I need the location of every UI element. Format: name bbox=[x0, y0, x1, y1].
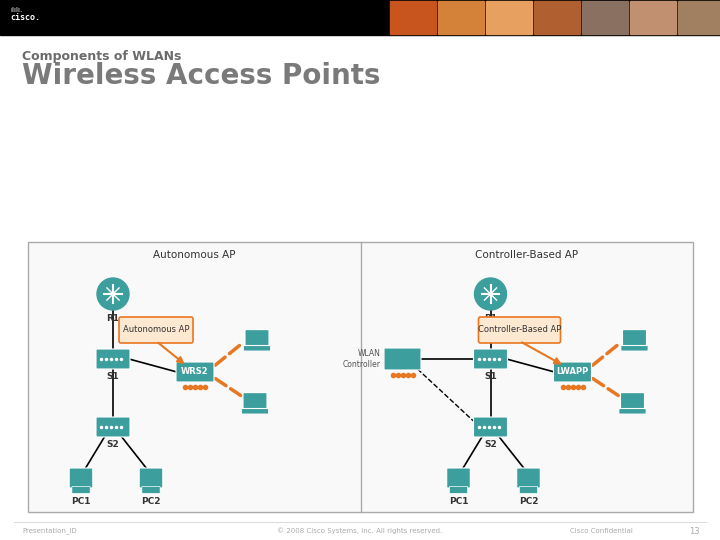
FancyBboxPatch shape bbox=[243, 346, 271, 351]
Bar bbox=[582, 1, 628, 34]
FancyBboxPatch shape bbox=[245, 329, 269, 347]
Text: ılılı.: ılılı. bbox=[10, 7, 22, 13]
Text: Autonomous AP: Autonomous AP bbox=[153, 250, 235, 260]
Text: WRS2: WRS2 bbox=[181, 368, 209, 376]
FancyBboxPatch shape bbox=[517, 468, 540, 488]
Bar bbox=[486, 1, 532, 34]
Text: PC2: PC2 bbox=[141, 497, 161, 506]
FancyBboxPatch shape bbox=[139, 468, 163, 488]
FancyBboxPatch shape bbox=[96, 349, 130, 369]
Text: Wireless Access Points: Wireless Access Points bbox=[22, 62, 380, 90]
FancyBboxPatch shape bbox=[241, 408, 269, 414]
FancyBboxPatch shape bbox=[618, 408, 647, 414]
FancyBboxPatch shape bbox=[384, 348, 421, 370]
Text: PC1: PC1 bbox=[71, 497, 91, 506]
Bar bbox=[534, 1, 580, 34]
Text: PC1: PC1 bbox=[449, 497, 468, 506]
Text: WLAN
Controller: WLAN Controller bbox=[343, 349, 381, 369]
FancyBboxPatch shape bbox=[621, 346, 648, 351]
Text: PC2: PC2 bbox=[518, 497, 539, 506]
Bar bbox=[0, 0, 720, 35]
FancyBboxPatch shape bbox=[474, 349, 508, 369]
Text: Presentation_ID: Presentation_ID bbox=[22, 528, 76, 535]
FancyBboxPatch shape bbox=[96, 417, 130, 437]
Text: Controller-Based AP: Controller-Based AP bbox=[475, 250, 578, 260]
FancyBboxPatch shape bbox=[69, 468, 93, 488]
Text: R1: R1 bbox=[107, 314, 120, 323]
FancyBboxPatch shape bbox=[446, 468, 470, 488]
FancyBboxPatch shape bbox=[72, 487, 90, 494]
Text: © 2008 Cisco Systems, Inc. All rights reserved.: © 2008 Cisco Systems, Inc. All rights re… bbox=[277, 528, 443, 535]
FancyBboxPatch shape bbox=[474, 417, 508, 437]
FancyBboxPatch shape bbox=[449, 487, 468, 494]
Bar bbox=[28, 242, 693, 512]
Bar bbox=[630, 1, 676, 34]
Circle shape bbox=[97, 278, 129, 310]
Bar bbox=[390, 1, 436, 34]
Text: S1: S1 bbox=[107, 372, 120, 381]
FancyBboxPatch shape bbox=[519, 487, 538, 494]
FancyBboxPatch shape bbox=[243, 393, 267, 410]
Text: Autonomous AP: Autonomous AP bbox=[122, 326, 189, 334]
Text: LWAPP: LWAPP bbox=[557, 368, 589, 376]
Text: Components of WLANs: Components of WLANs bbox=[22, 50, 181, 63]
FancyBboxPatch shape bbox=[554, 362, 592, 382]
Circle shape bbox=[474, 278, 506, 310]
Text: Cisco Confidential: Cisco Confidential bbox=[570, 528, 633, 534]
Text: S2: S2 bbox=[107, 440, 120, 449]
FancyBboxPatch shape bbox=[119, 317, 193, 343]
FancyBboxPatch shape bbox=[623, 329, 647, 347]
Text: 13: 13 bbox=[689, 526, 700, 536]
Text: cisco.: cisco. bbox=[10, 12, 40, 22]
Text: S1: S1 bbox=[484, 372, 497, 381]
FancyBboxPatch shape bbox=[142, 487, 160, 494]
Bar bbox=[438, 1, 484, 34]
Text: S2: S2 bbox=[484, 440, 497, 449]
FancyBboxPatch shape bbox=[621, 393, 644, 410]
FancyBboxPatch shape bbox=[176, 362, 214, 382]
Bar bbox=[678, 1, 720, 34]
Text: R1: R1 bbox=[484, 314, 497, 323]
FancyBboxPatch shape bbox=[479, 317, 560, 343]
Text: Controller-Based AP: Controller-Based AP bbox=[478, 326, 561, 334]
